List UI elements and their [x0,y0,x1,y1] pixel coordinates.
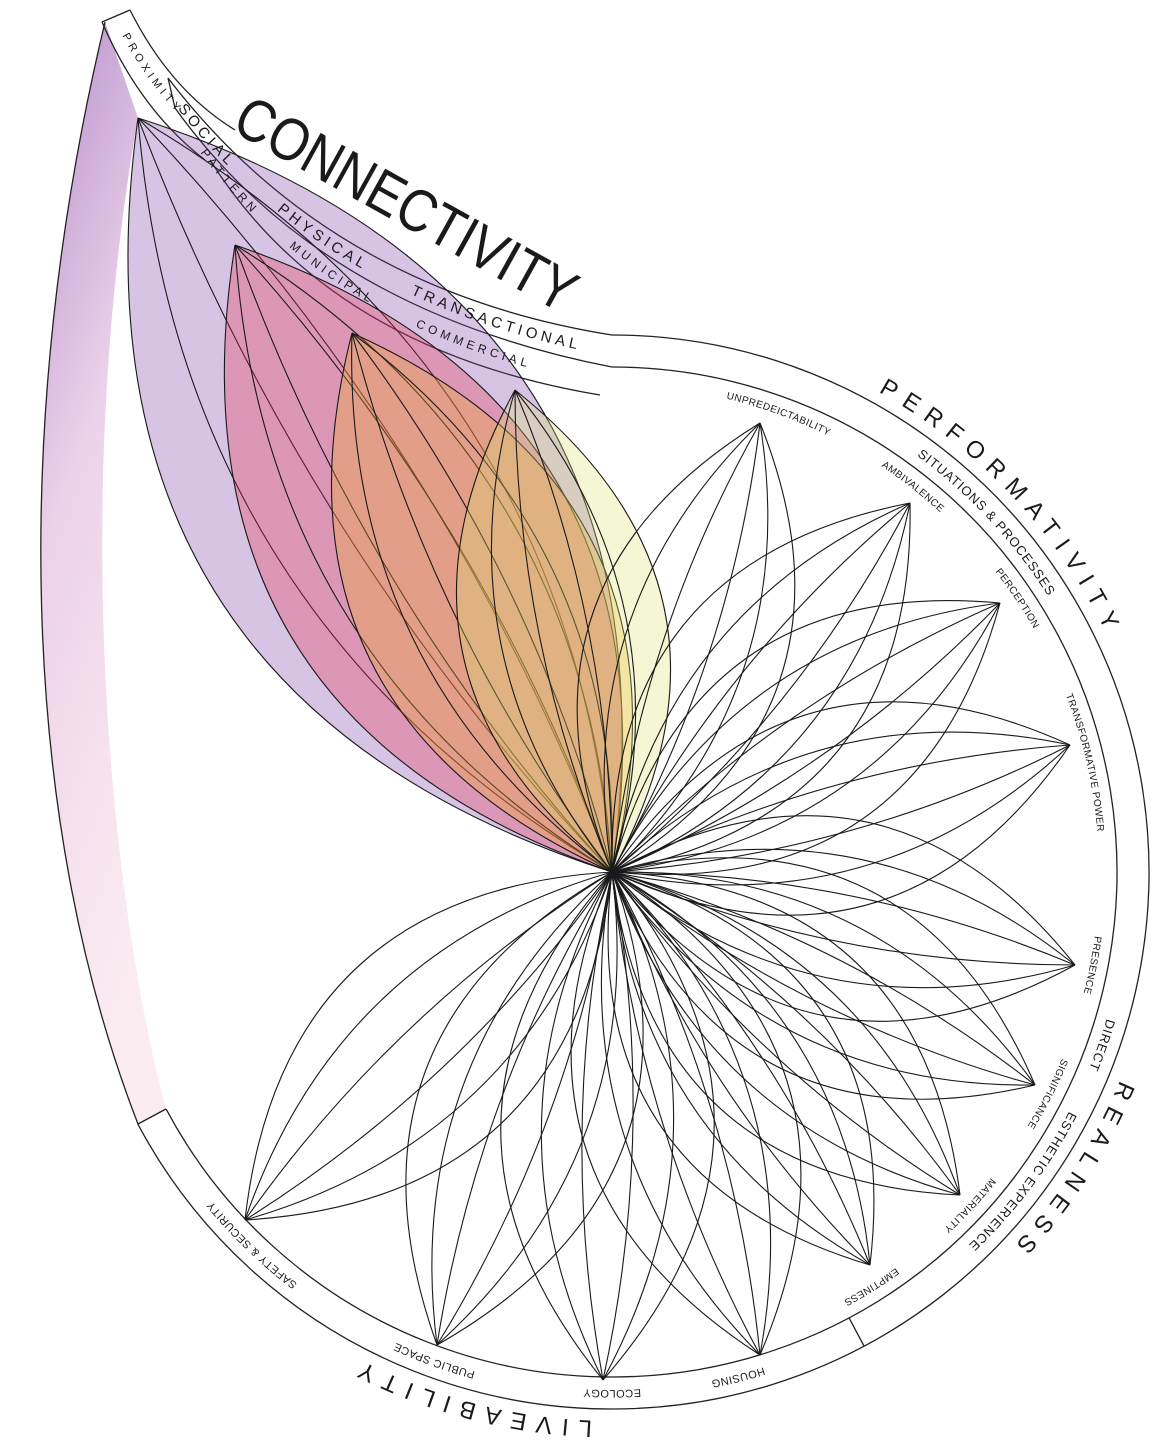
petal-arc [612,872,960,1195]
petal-arc [245,872,612,1220]
band-bracket [102,10,130,22]
curved-label: REALNESS [1005,1078,1140,1266]
petal-arc [612,872,960,1195]
petal-arc [541,872,612,1380]
petal-arc [612,872,874,1265]
label-text: SAFETY & SECURITY [205,1199,300,1291]
label-text: DIRECT [1086,1018,1118,1074]
curved-label: TRANSFORMATIVE POWER [1063,692,1105,833]
label-text: TRANSFORMATIVE POWER [1063,692,1105,833]
label-text: EMPTINESS [842,1266,901,1308]
petal-arc [612,745,1070,872]
band-bracket [849,1318,864,1346]
curved-label: PRESENCE [1081,936,1103,996]
curved-label: DIRECT [1086,1018,1118,1074]
curved-label: HOUSING [710,1364,766,1389]
petal-arc [612,745,1070,872]
petal-arc [612,872,960,1195]
petal-arc [245,872,612,1220]
diagram: CONNECTIVITY PROXIMITYSOCIALPHYSICALTRAN… [0,0,1155,1444]
curved-label: EMPTINESS [842,1266,901,1308]
label-text: LIVEABILITY [345,1352,593,1442]
curved-label: ECOLOGY [583,1386,642,1399]
curved-label: UNPREDEICTABILITY [726,390,833,438]
petal-arc [437,872,612,1345]
petal-arc [437,872,612,1345]
curved-label: SAFETY & SECURITY [205,1199,300,1291]
petal-arc [612,872,1035,1085]
petal-arc [612,872,1035,1085]
label-text: HOUSING [710,1364,766,1389]
petal-arc [406,872,612,1345]
petal-arc [612,849,1075,965]
curved-label: LIVEABILITY [345,1352,593,1442]
petal-arc [612,872,960,1195]
petal-arc [245,872,612,1220]
petal-arc [612,872,1075,988]
label-text: UNPREDEICTABILITY [726,390,833,438]
petal-arc [612,872,771,1355]
petal-arc [612,872,960,1195]
petal-arc [603,872,714,1380]
petal-arc [603,872,633,1380]
petal-arc [612,745,1070,885]
label-text: PRESENCE [1081,936,1103,996]
petal-arc [245,872,612,1220]
petal-arc [437,872,617,1345]
petal-arc [245,872,612,1220]
label-text: PUBLIC SPACE [392,1340,476,1380]
petal-arc [501,872,612,1380]
petal-arc [612,732,1070,872]
petal-arc [437,872,643,1345]
petal-arc [601,872,760,1355]
petal-arc [245,872,612,1220]
petal-arc [612,872,1035,1085]
petal-arc [582,872,612,1380]
petal-arc [612,872,1035,1085]
petal-arc [432,872,612,1345]
label-text: REALNESS [1005,1078,1140,1266]
curved-label: PUBLIC SPACE [392,1340,476,1380]
petal-arc [612,702,1070,872]
label-text: ECOLOGY [583,1386,642,1399]
petal-arc [612,872,960,1195]
